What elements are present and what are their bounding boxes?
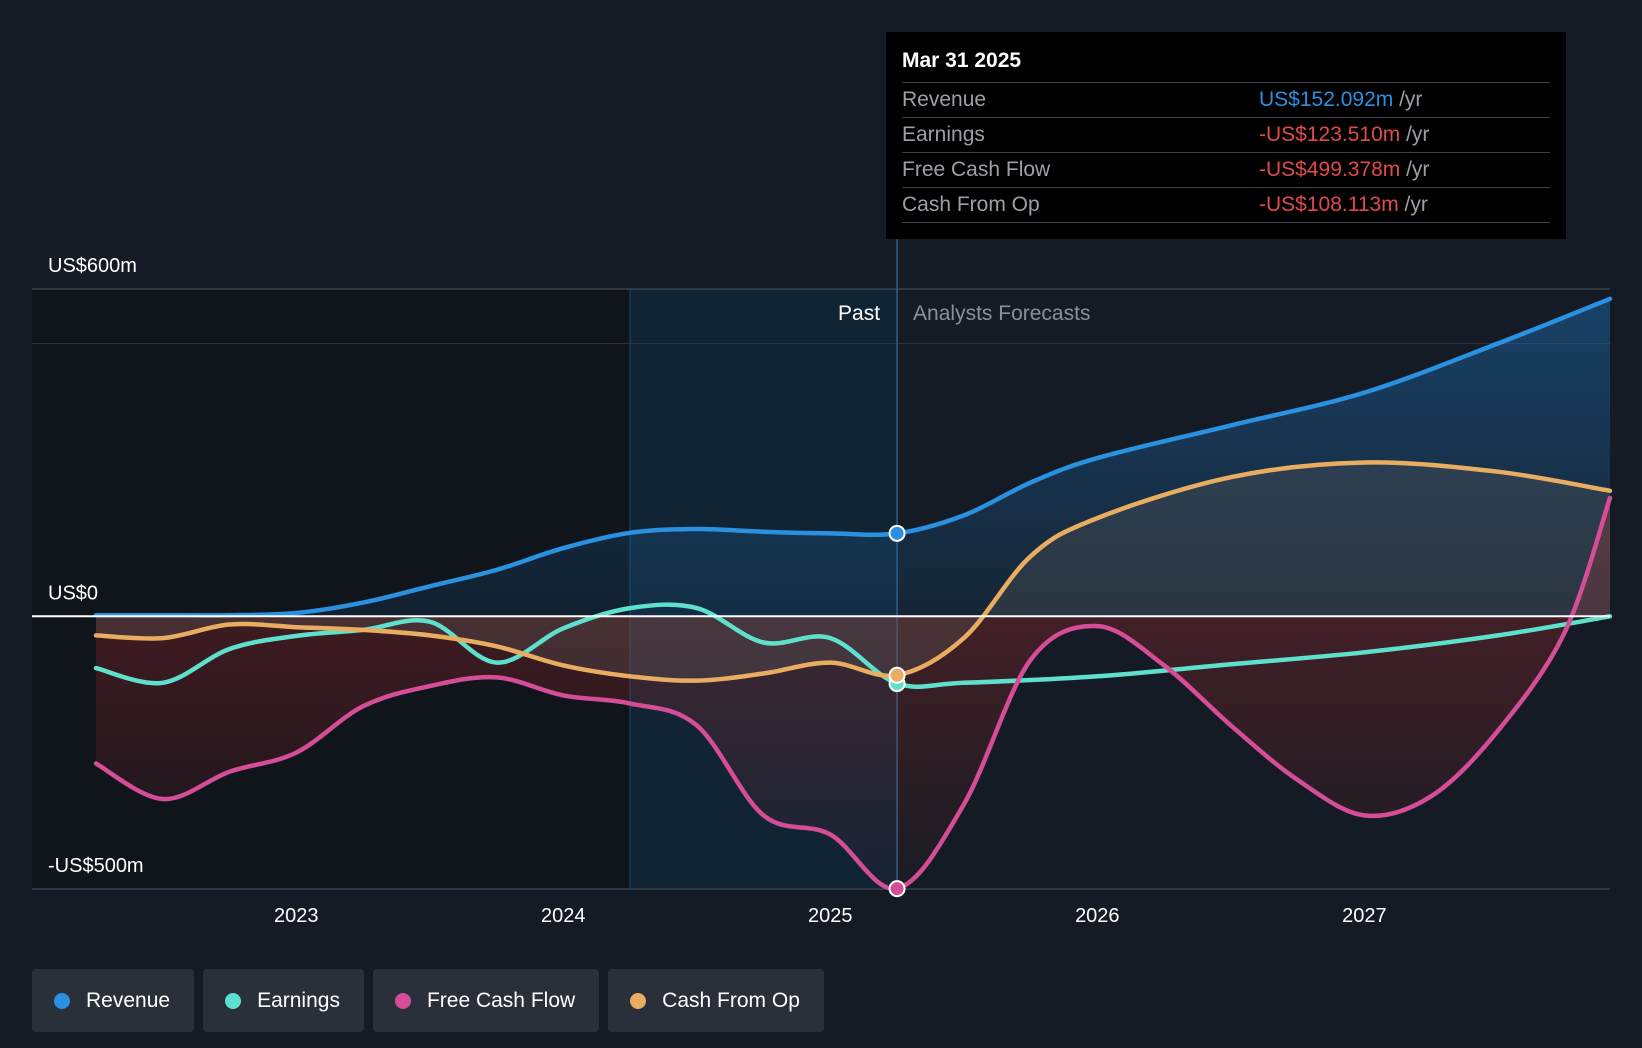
tooltip-unit: /yr [1400, 158, 1430, 181]
tooltip: Mar 31 2025 Revenue US$152.092m /yr Earn… [886, 32, 1566, 239]
tooltip-row-earnings: Earnings -US$123.510m /yr [902, 118, 1550, 153]
earnings-line [93, 602, 1613, 690]
x-tick-label: 2026 [1075, 905, 1120, 927]
free-cash-flow-dot-icon [394, 992, 411, 1009]
y-label-zero: US$0 [48, 582, 98, 604]
x-tick-label: 2027 [1342, 905, 1387, 927]
forecast-label: Analysts Forecasts [913, 302, 1090, 325]
legend-item-free-cash-flow[interactable]: Free Cash Flow [372, 969, 600, 1032]
x-tick-label: 2025 [808, 905, 853, 927]
earnings-dot-icon [225, 992, 242, 1009]
tooltip-value: US$152.092m [1259, 88, 1394, 111]
tooltip-row-revenue: Revenue US$152.092m /yr [902, 83, 1550, 118]
tooltip-row-free-cash-flow: Free Cash Flow -US$499.378m /yr [902, 153, 1550, 188]
tooltip-date: Mar 31 2025 [902, 46, 1550, 83]
past-label: Past [838, 302, 880, 325]
tooltip-value: -US$123.510m [1259, 123, 1401, 146]
legend-item-cash-from-op[interactable]: Cash From Op [608, 969, 824, 1032]
tooltip-label: Free Cash Flow [902, 158, 1051, 181]
tooltip-label: Cash From Op [902, 193, 1040, 216]
x-tick-label: 2024 [541, 905, 586, 927]
legend-label: Free Cash Flow [426, 988, 576, 1012]
tooltip-unit: /yr [1400, 123, 1430, 146]
legend-item-revenue[interactable]: Revenue [32, 969, 195, 1032]
tooltip-label: Revenue [902, 88, 987, 111]
revenue-line [93, 296, 1613, 618]
revenue-marker [888, 524, 906, 542]
tooltip-unit: /yr [1398, 193, 1428, 216]
tooltip-label: Earnings [902, 123, 985, 146]
tooltip-unit: /yr [1393, 88, 1423, 111]
legend-item-earnings[interactable]: Earnings [203, 969, 364, 1032]
cash-from-op-line [93, 460, 1613, 683]
legend-label: Earnings [257, 988, 340, 1012]
tooltip-value: -US$499.378m [1259, 158, 1401, 181]
legend: Revenue Earnings Free Cash Flow Cash Fro… [32, 969, 824, 1032]
revenue-dot-icon [54, 992, 70, 1009]
cash-from-op-marker [888, 666, 906, 684]
free-cash-flow-marker [888, 880, 906, 898]
tooltip-value: -US$108.113m [1259, 193, 1399, 216]
tooltip-row-cash-from-op: Cash From Op -US$108.113m /yr [902, 188, 1550, 223]
x-tick-label: 2023 [274, 905, 319, 927]
cash-from-op-dot-icon [630, 992, 647, 1009]
y-label-top: US$600m [48, 255, 137, 277]
legend-label: Revenue [86, 988, 171, 1012]
legend-label: Cash From Op [662, 988, 800, 1012]
y-label-bottom: -US$500m [48, 855, 144, 877]
free-cash-flow-area [96, 497, 1610, 889]
revenue-area [96, 298, 1610, 617]
cash-from-op-area [96, 462, 1610, 681]
